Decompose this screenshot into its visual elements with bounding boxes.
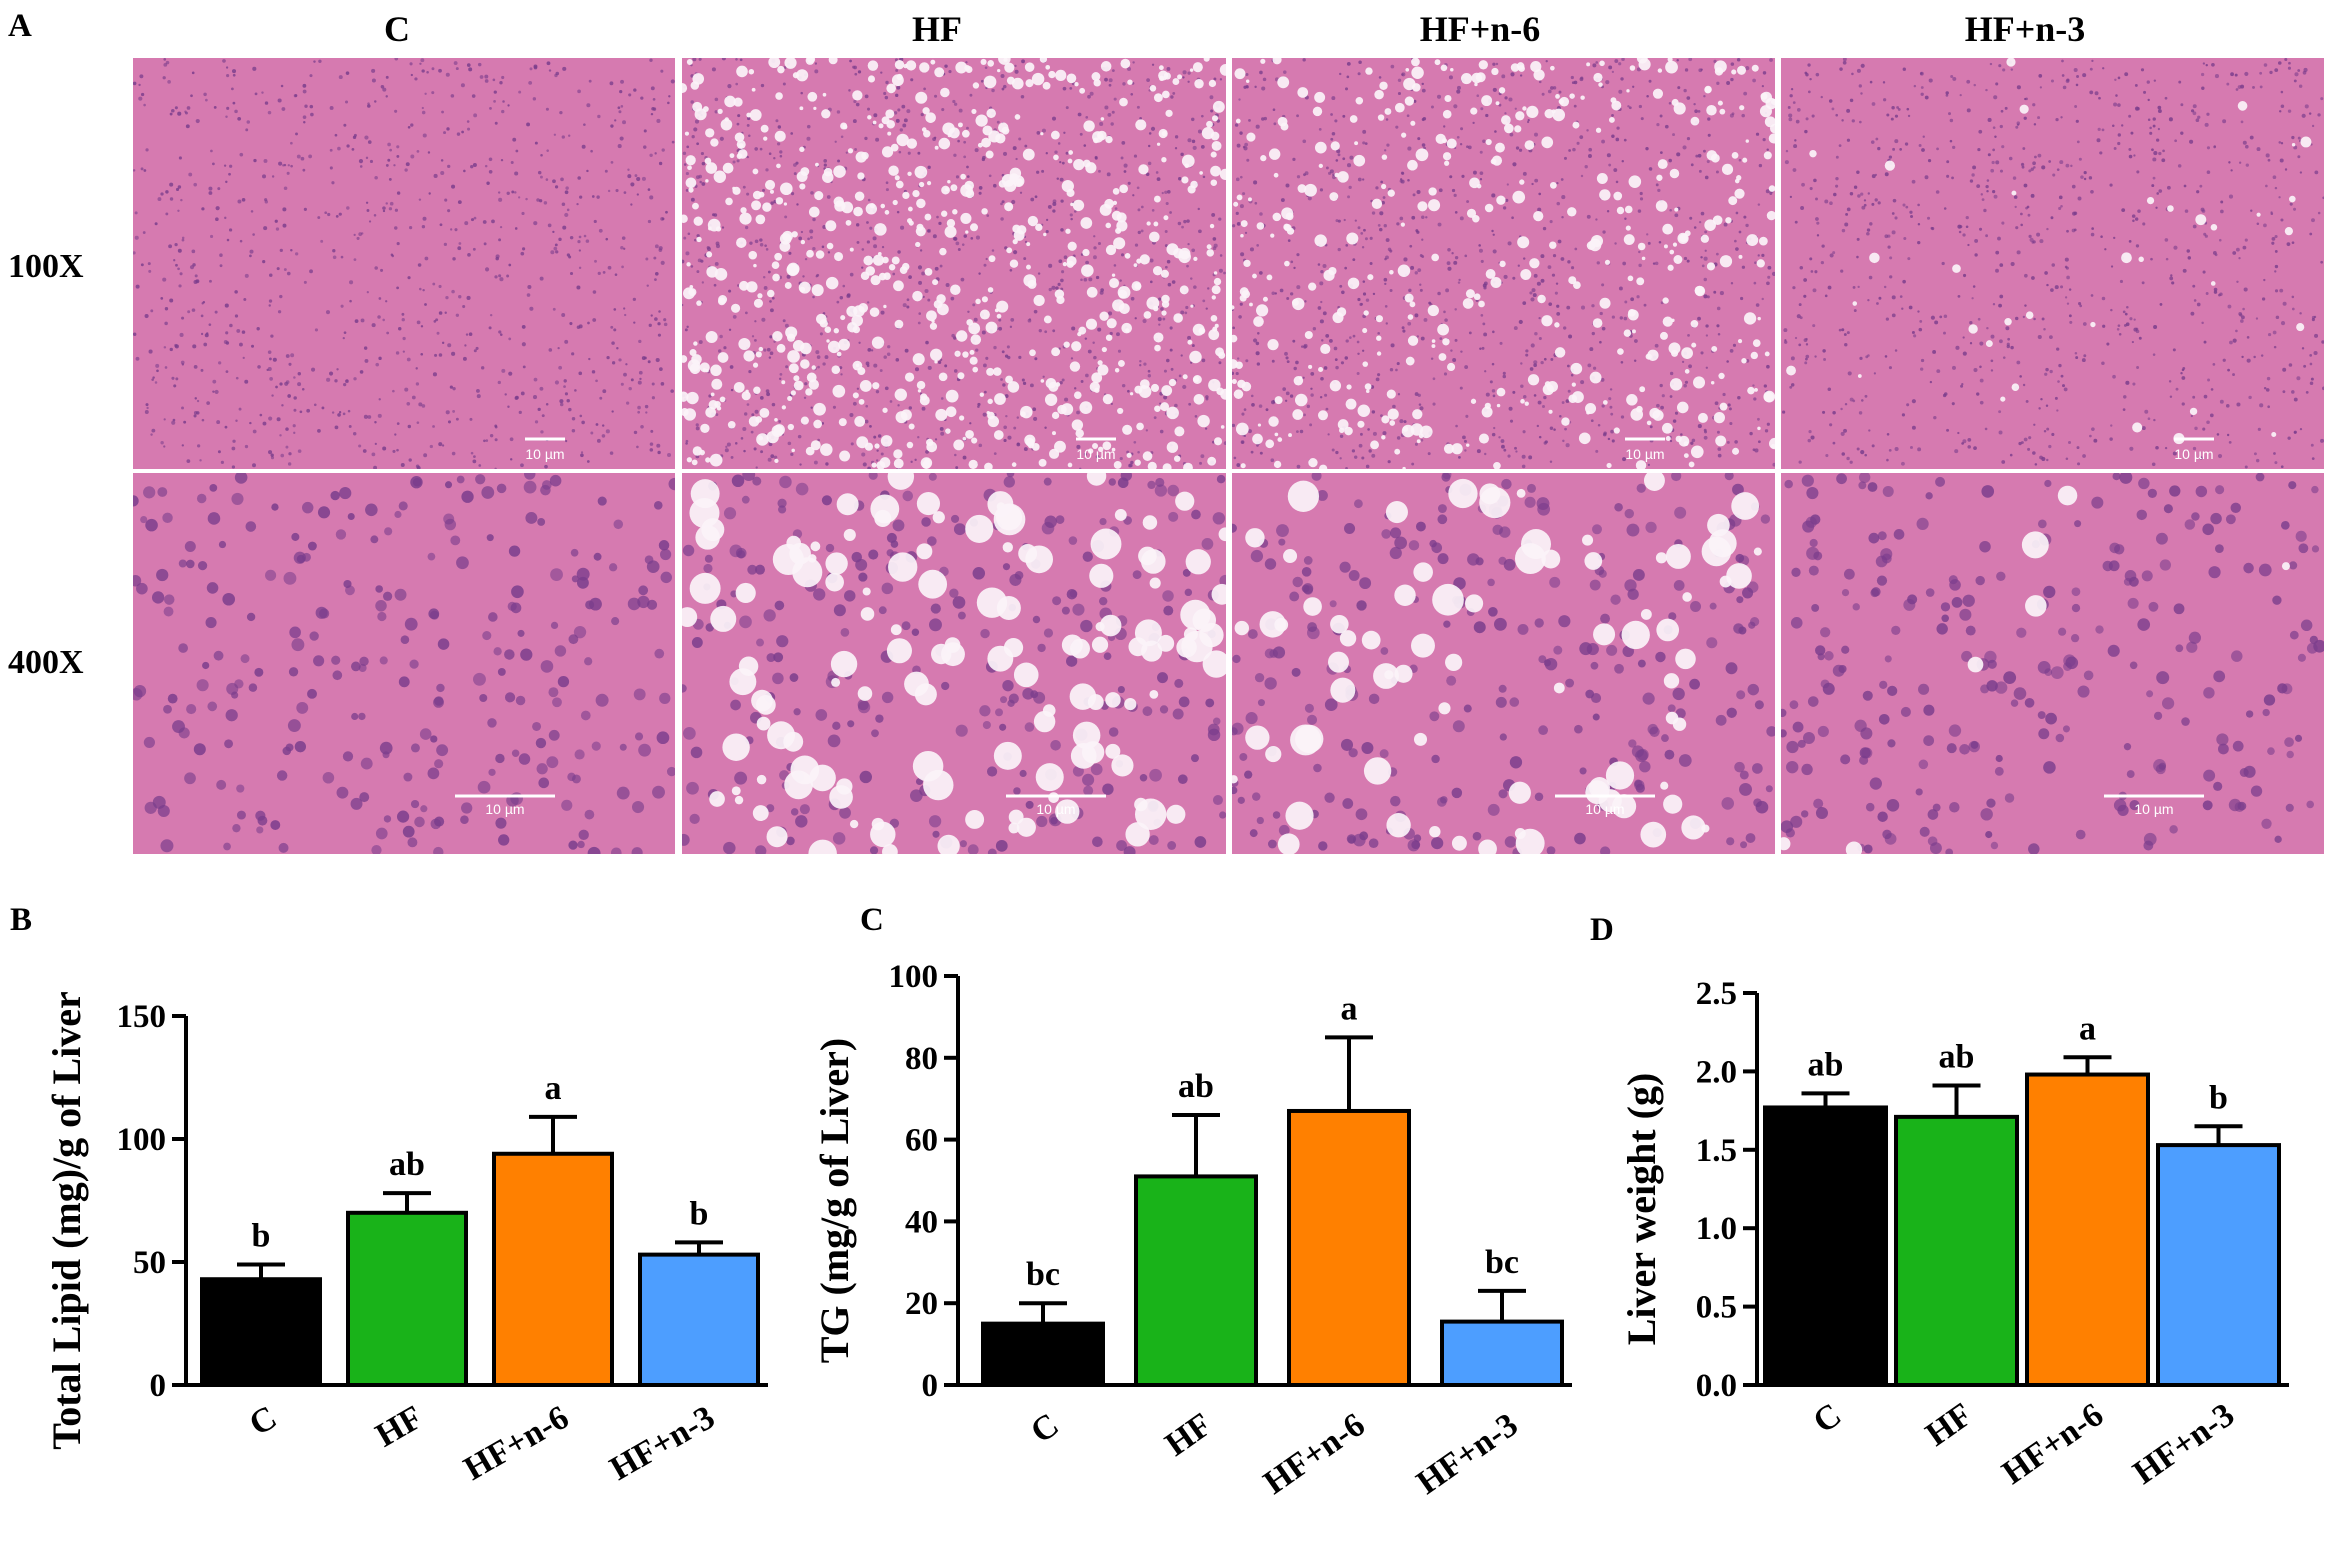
bar-hf-n-3 [1440, 1319, 1564, 1388]
significance-label: ab [389, 1146, 425, 1183]
y-tick-label: 50 [133, 1245, 166, 1281]
x-tick-label: HF [1919, 1396, 1979, 1453]
y-tick-label: 20 [905, 1286, 938, 1322]
scale-bar-label: 10 µm [1625, 446, 1664, 462]
x-tick-label: C [1807, 1396, 1848, 1440]
x-tick-label: HF+n-3 [604, 1399, 721, 1488]
bar-hf-n-6 [2025, 1072, 2150, 1387]
y-tick-label: 100 [117, 1122, 167, 1158]
significance-label: ab [1939, 1039, 1975, 1076]
x-tick-label: C [1024, 1406, 1065, 1450]
bar-hf [1134, 1174, 1258, 1387]
significance-label: b [252, 1217, 271, 1254]
x-tick-label: HF+n-6 [1996, 1396, 2110, 1492]
row-header-100x: 100X [8, 248, 84, 285]
significance-label: bc [1026, 1256, 1060, 1293]
significance-label: b [690, 1195, 709, 1232]
bar-hf [1894, 1114, 2019, 1387]
micrograph-hf-n6-100x: 10 µm [1232, 58, 1775, 469]
y-tick-label: 0 [922, 1368, 939, 1404]
bar-hf-n-3 [638, 1252, 760, 1387]
y-tick-label: 60 [905, 1123, 938, 1159]
micrograph-hf-n3-400x: 10 µm [1781, 473, 2324, 854]
y-tick-label: 2.5 [1696, 976, 1737, 1012]
scale-bar-label: 10 µm [1036, 801, 1075, 817]
column-header-c: C [384, 9, 410, 49]
significance-label: ab [1178, 1068, 1214, 1105]
y-tick-label: 0.0 [1696, 1368, 1737, 1404]
x-tick-label: HF+n-6 [1257, 1406, 1371, 1502]
significance-label: bc [1485, 1244, 1519, 1281]
significance-label: a [2079, 1010, 2096, 1047]
y-tick-label: 100 [889, 959, 939, 995]
y-tick-label: 40 [905, 1204, 938, 1240]
column-header-hf-n6: HF+n-6 [1419, 9, 1541, 49]
x-tick-label: HF+n-6 [458, 1399, 575, 1488]
significance-label: a [545, 1070, 562, 1107]
scale-bar-label: 10 µm [2134, 801, 2173, 817]
bar-hf-n-6 [492, 1151, 614, 1388]
micrograph-hf-100x: 10 µm [682, 58, 1226, 469]
scale-bar-label: 10 µm [525, 446, 564, 462]
y-tick-label: 2.0 [1696, 1054, 1737, 1090]
bar-c [1763, 1105, 1888, 1388]
scale-bar-label: 10 µm [1076, 446, 1115, 462]
y-axis-label: Liver weight (g) [1619, 1073, 1664, 1346]
x-tick-label: HF+n-3 [1410, 1406, 1524, 1502]
y-tick-label: 1.5 [1696, 1133, 1737, 1169]
y-tick-label: 1.0 [1696, 1211, 1737, 1247]
panel-letter: D [1590, 912, 1614, 948]
x-tick-label: HF [370, 1399, 429, 1455]
y-tick-label: 150 [117, 999, 167, 1035]
micrograph-c-400x: 10 µm [133, 473, 675, 854]
scale-bar-label: 10 µm [2174, 446, 2213, 462]
bar-c [981, 1321, 1105, 1387]
y-tick-label: 0 [150, 1368, 167, 1404]
y-axis-label: Total Lipid (mg)/g of Liver [44, 991, 89, 1450]
y-tick-label: 0.5 [1696, 1290, 1737, 1326]
micrograph-hf-n6-400x: 10 µm [1232, 473, 1775, 854]
column-header-hf: HF [912, 9, 962, 49]
y-tick-label: 80 [905, 1041, 938, 1077]
bar-hf-n-6 [1287, 1108, 1411, 1387]
bar-hf [346, 1210, 468, 1387]
y-axis-label: TG (mg/g of Liver) [812, 1038, 857, 1364]
scale-bar-label: 10 µm [485, 801, 524, 817]
bar-hf-n-3 [2156, 1143, 2281, 1387]
significance-label: ab [1808, 1046, 1844, 1083]
panel-letter: C [860, 902, 884, 938]
panel-letter: B [10, 902, 32, 938]
micrograph-hf-n3-100x: 10 µm [1781, 58, 2324, 469]
significance-label: a [1341, 990, 1358, 1027]
significance-label: b [2209, 1079, 2228, 1116]
x-tick-label: HF [1159, 1406, 1219, 1463]
bar-c [200, 1277, 322, 1387]
x-tick-label: HF+n-3 [2127, 1396, 2241, 1492]
panel-a-letter: A [8, 8, 32, 44]
x-tick-label: C [243, 1399, 283, 1443]
scale-bar-label: 10 µm [1585, 801, 1624, 817]
row-header-400x: 400X [8, 644, 84, 681]
micrograph-hf-400x: 10 µm [682, 473, 1226, 854]
column-header-hf-n3: HF+n-3 [1964, 9, 2086, 49]
micrograph-c-100x: 10 µm [133, 58, 675, 469]
